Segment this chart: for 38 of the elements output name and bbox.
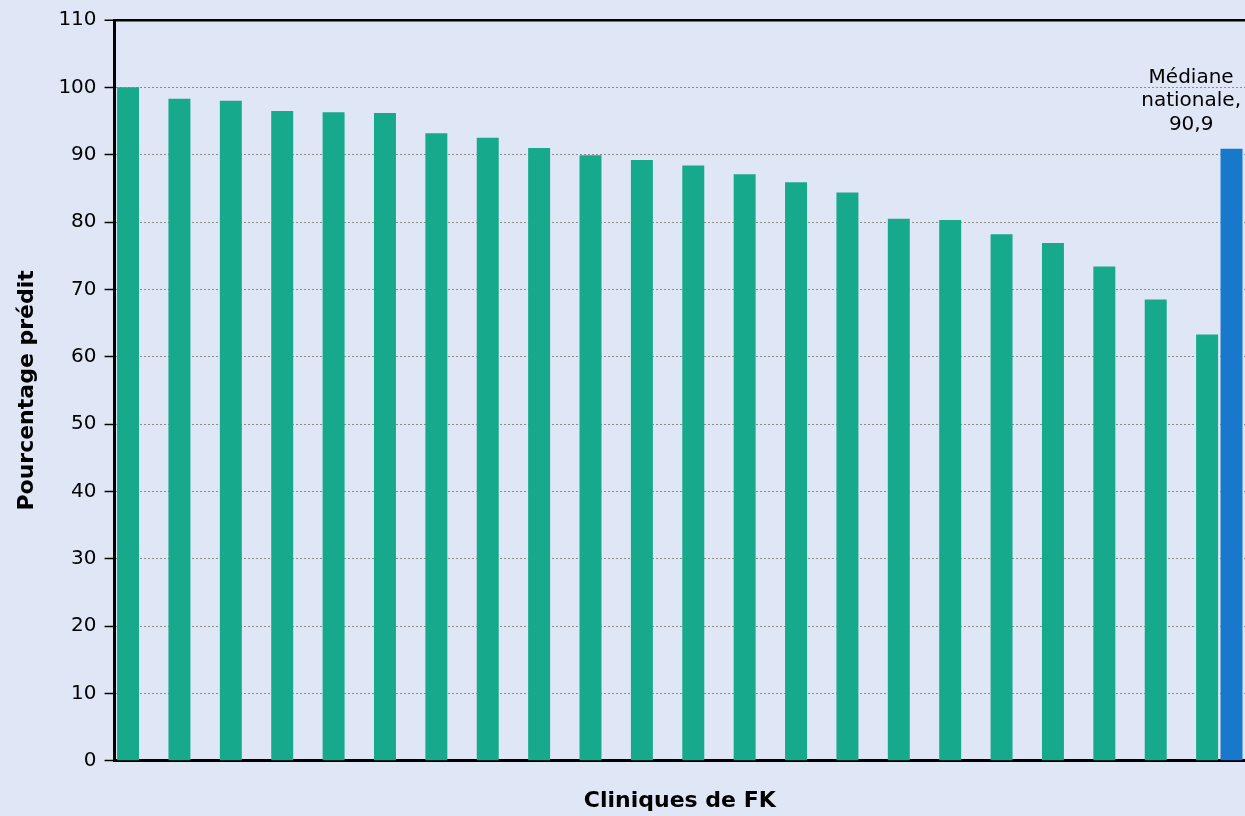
bar [939,220,962,761]
bar [1041,242,1064,761]
bar [785,182,808,761]
annotation: Médiane nationale, 90,9 [1141,63,1241,135]
bar [1093,266,1116,761]
y-tick-label: 60 [71,342,97,367]
bar [219,100,242,761]
y-tick-label: 70 [71,275,97,300]
bar [990,234,1013,761]
bar [733,174,756,761]
y-tick-label: 50 [71,410,97,435]
bar [579,155,602,761]
bar [836,192,859,761]
y-tick-label: 110 [58,6,97,31]
y-tick-label: 100 [58,73,97,98]
bar [630,160,653,761]
bar [373,112,396,761]
y-axis-title: Pourcentage prédit [12,269,38,511]
y-tick-label: 20 [71,612,97,637]
bar [528,147,551,761]
bar [1144,299,1167,761]
y-tick-label: 30 [71,544,97,569]
bar [1220,148,1243,761]
bar [425,133,448,761]
bar [1196,334,1219,761]
x-axis-title: Cliniques de FK [583,786,777,812]
bar [682,165,705,761]
bar [271,110,294,761]
y-tick-label: 40 [71,477,97,502]
y-tick-label: 0 [83,747,97,771]
bar [117,87,140,761]
bar [322,112,345,761]
y-tick-label: 80 [71,208,97,233]
bar [476,137,499,761]
y-tick-label: 10 [71,679,97,704]
bar [168,98,191,761]
bar [887,218,910,761]
y-tick-label: 90 [71,140,97,165]
